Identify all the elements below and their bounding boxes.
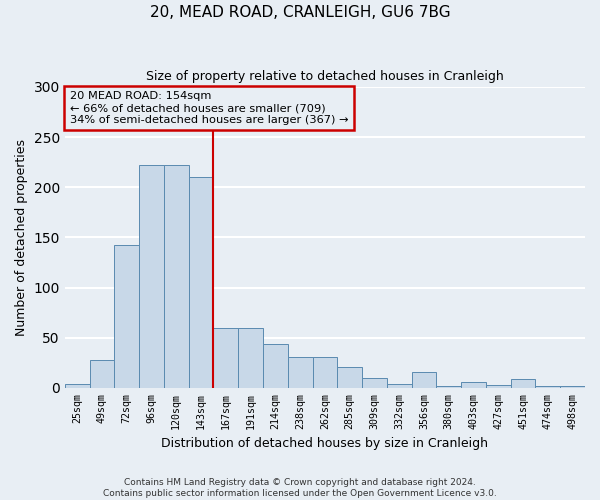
Bar xyxy=(436,386,461,388)
Bar xyxy=(486,385,511,388)
Y-axis label: Number of detached properties: Number of detached properties xyxy=(15,139,28,336)
Text: 20 MEAD ROAD: 154sqm
← 66% of detached houses are smaller (709)
34% of semi-deta: 20 MEAD ROAD: 154sqm ← 66% of detached h… xyxy=(70,92,349,124)
Bar xyxy=(214,328,238,388)
Bar xyxy=(139,165,164,388)
Title: Size of property relative to detached houses in Cranleigh: Size of property relative to detached ho… xyxy=(146,70,504,83)
Bar xyxy=(238,328,263,388)
Bar xyxy=(337,366,362,388)
Bar xyxy=(313,356,337,388)
Bar xyxy=(535,386,560,388)
Bar xyxy=(288,356,313,388)
Bar xyxy=(263,344,288,388)
Bar xyxy=(89,360,115,388)
X-axis label: Distribution of detached houses by size in Cranleigh: Distribution of detached houses by size … xyxy=(161,437,488,450)
Bar xyxy=(387,384,412,388)
Bar xyxy=(560,386,585,388)
Text: 20, MEAD ROAD, CRANLEIGH, GU6 7BG: 20, MEAD ROAD, CRANLEIGH, GU6 7BG xyxy=(149,5,451,20)
Bar xyxy=(412,372,436,388)
Bar xyxy=(188,177,214,388)
Bar xyxy=(65,384,89,388)
Text: Contains HM Land Registry data © Crown copyright and database right 2024.
Contai: Contains HM Land Registry data © Crown c… xyxy=(103,478,497,498)
Bar xyxy=(115,246,139,388)
Bar xyxy=(511,379,535,388)
Bar xyxy=(362,378,387,388)
Bar xyxy=(461,382,486,388)
Bar xyxy=(164,165,188,388)
